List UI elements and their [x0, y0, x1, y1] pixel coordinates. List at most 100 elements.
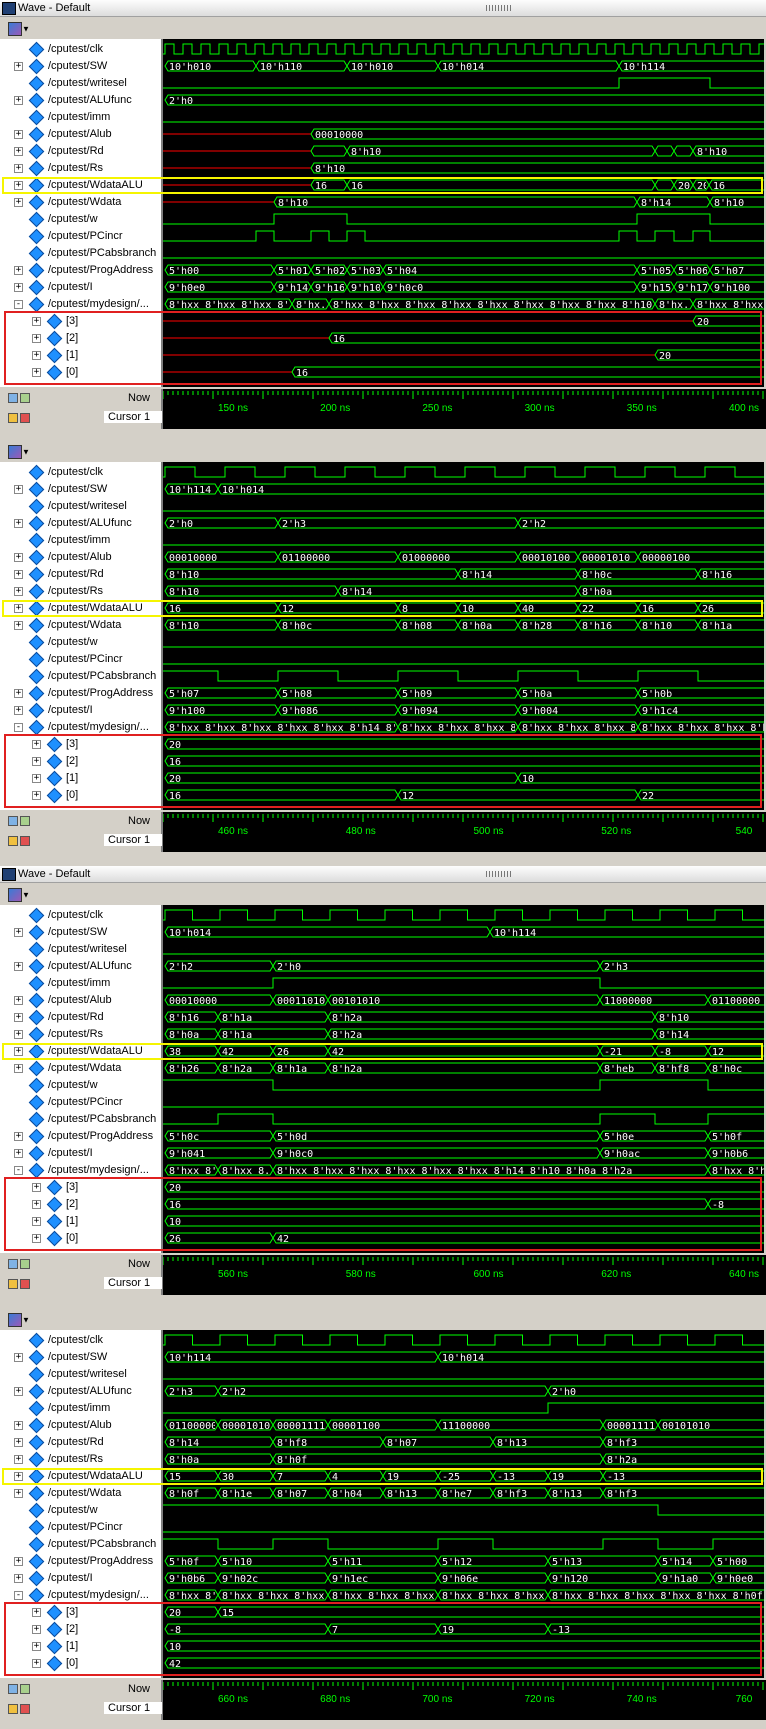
signal-row[interactable]: /cputest/clk [0, 907, 161, 924]
signal-row[interactable]: + /cputest/SW [0, 924, 161, 941]
expand-toggle-icon[interactable]: + [14, 705, 23, 715]
signal-row[interactable]: + /cputest/Rd [0, 143, 161, 160]
signal-row[interactable]: + [0] [0, 787, 161, 804]
expand-toggle-icon[interactable]: + [32, 1641, 41, 1651]
expand-toggle-icon[interactable]: + [14, 1437, 23, 1447]
signal-row[interactable]: + /cputest/WdataALU [0, 177, 161, 194]
signal-row[interactable]: + /cputest/Rd [0, 566, 161, 583]
signal-row[interactable]: /cputest/writesel [0, 498, 161, 515]
signal-row[interactable]: /cputest/PCincr [0, 1094, 161, 1111]
signal-row[interactable]: /cputest/PCabsbranch [0, 1536, 161, 1553]
signal-row[interactable]: + [0] [0, 1230, 161, 1247]
expand-toggle-icon[interactable]: + [14, 1488, 23, 1498]
expand-toggle-icon[interactable]: + [14, 995, 23, 1005]
expand-toggle-icon[interactable]: + [14, 61, 23, 71]
expand-toggle-icon[interactable]: + [32, 1216, 41, 1226]
signal-row[interactable]: + [1] [0, 347, 161, 364]
signal-row[interactable]: + /cputest/ALUfunc [0, 515, 161, 532]
dropdown-arrow-icon[interactable]: ▼ [22, 890, 30, 900]
dropdown-arrow-icon[interactable]: ▼ [22, 24, 30, 34]
signal-row[interactable]: + [2] [0, 330, 161, 347]
expand-toggle-icon[interactable]: + [14, 927, 23, 937]
wave-toolbar[interactable]: ▼ [8, 886, 30, 902]
add-cursor-icon[interactable] [20, 1259, 30, 1269]
signal-row[interactable]: /cputest/clk [0, 1332, 161, 1349]
signal-row[interactable]: /cputest/w [0, 1077, 161, 1094]
expand-toggle-icon[interactable]: + [14, 1063, 23, 1073]
expand-toggle-icon[interactable]: + [14, 569, 23, 579]
expand-toggle-icon[interactable]: + [32, 756, 41, 766]
signal-row[interactable]: /cputest/writesel [0, 1366, 161, 1383]
wave-palette-icon[interactable] [8, 444, 22, 459]
signal-row[interactable]: + /cputest/Alub [0, 1417, 161, 1434]
signal-row[interactable]: + [2] [0, 1621, 161, 1638]
signal-row[interactable]: + /cputest/WdataALU [0, 1043, 161, 1060]
now-icon[interactable] [8, 1684, 18, 1694]
signal-row[interactable]: /cputest/w [0, 211, 161, 228]
signal-row[interactable]: + /cputest/ALUfunc [0, 958, 161, 975]
signal-row[interactable]: + /cputest/Rd [0, 1009, 161, 1026]
signal-row[interactable]: /cputest/imm [0, 975, 161, 992]
signal-row[interactable]: /cputest/PCincr [0, 228, 161, 245]
expand-toggle-icon[interactable]: + [14, 146, 23, 156]
cursor-label[interactable]: Cursor 1 [104, 1702, 162, 1714]
signal-row[interactable]: + /cputest/Alub [0, 549, 161, 566]
expand-toggle-icon[interactable]: + [14, 552, 23, 562]
signal-row[interactable]: + [3] [0, 736, 161, 753]
expand-toggle-icon[interactable]: + [14, 1131, 23, 1141]
delete-cursor-icon[interactable] [20, 1279, 30, 1289]
signal-row[interactable]: + /cputest/Wdata [0, 617, 161, 634]
signal-row[interactable]: + [1] [0, 1638, 161, 1655]
wave-palette-icon[interactable] [8, 1312, 22, 1327]
signal-row[interactable]: + [0] [0, 364, 161, 381]
expand-toggle-icon[interactable]: + [14, 1046, 23, 1056]
signal-row[interactable]: + /cputest/Alub [0, 126, 161, 143]
expand-toggle-icon[interactable]: - [14, 1590, 23, 1600]
expand-toggle-icon[interactable]: + [32, 790, 41, 800]
signal-row[interactable]: + /cputest/SW [0, 481, 161, 498]
signal-row[interactable]: /cputest/writesel [0, 75, 161, 92]
expand-toggle-icon[interactable]: - [14, 1165, 23, 1175]
expand-toggle-icon[interactable]: + [14, 129, 23, 139]
lock-icon[interactable] [8, 413, 18, 423]
expand-toggle-icon[interactable]: + [14, 1420, 23, 1430]
expand-toggle-icon[interactable]: + [32, 1182, 41, 1192]
signal-row[interactable]: + /cputest/Rd [0, 1434, 161, 1451]
signal-row[interactable]: /cputest/PCabsbranch [0, 668, 161, 685]
signal-row[interactable]: - /cputest/mydesign/... [0, 719, 161, 736]
expand-toggle-icon[interactable]: + [32, 1624, 41, 1634]
signal-row[interactable]: /cputest/w [0, 1502, 161, 1519]
signal-row[interactable]: + /cputest/ProgAddress [0, 1553, 161, 1570]
add-cursor-icon[interactable] [20, 393, 30, 403]
signal-row[interactable]: + /cputest/Wdata [0, 194, 161, 211]
drag-handle[interactable] [486, 871, 512, 877]
signal-row[interactable]: /cputest/writesel [0, 941, 161, 958]
window-titlebar-2[interactable]: Wave - Default [0, 866, 766, 883]
cursor-label[interactable]: Cursor 1 [104, 834, 162, 846]
signal-row[interactable]: /cputest/w [0, 634, 161, 651]
signal-row[interactable]: + [2] [0, 753, 161, 770]
signal-row[interactable]: + /cputest/ProgAddress [0, 685, 161, 702]
signal-row[interactable]: /cputest/imm [0, 109, 161, 126]
signal-row[interactable]: + /cputest/Alub [0, 992, 161, 1009]
signal-row[interactable]: /cputest/PCincr [0, 1519, 161, 1536]
waveform-canvas[interactable]: 10'h114 10'h014 2'h3 2'h2 2'h0 01100000 000010… [163, 1330, 764, 1678]
signal-row[interactable]: - /cputest/mydesign/... [0, 296, 161, 313]
wave-palette-icon[interactable] [8, 887, 22, 902]
expand-toggle-icon[interactable]: + [14, 518, 23, 528]
expand-toggle-icon[interactable]: - [14, 299, 23, 309]
add-cursor-icon[interactable] [20, 816, 30, 826]
signal-row[interactable]: + [1] [0, 770, 161, 787]
lock-icon[interactable] [8, 1704, 18, 1714]
expand-toggle-icon[interactable]: + [32, 1658, 41, 1668]
wave-toolbar[interactable]: ▼ [8, 1311, 30, 1327]
expand-toggle-icon[interactable]: + [32, 739, 41, 749]
signal-row[interactable]: /cputest/PCincr [0, 651, 161, 668]
signal-row[interactable]: - /cputest/mydesign/... [0, 1587, 161, 1604]
expand-toggle-icon[interactable]: + [32, 1199, 41, 1209]
expand-toggle-icon[interactable]: + [14, 282, 23, 292]
expand-toggle-icon[interactable]: + [14, 620, 23, 630]
waveform-canvas[interactable]: 10'h010 10'h110 10'h010 10'h014 10'h114 2'h0 0… [163, 39, 764, 387]
expand-toggle-icon[interactable]: + [14, 95, 23, 105]
expand-toggle-icon[interactable]: + [32, 333, 41, 343]
